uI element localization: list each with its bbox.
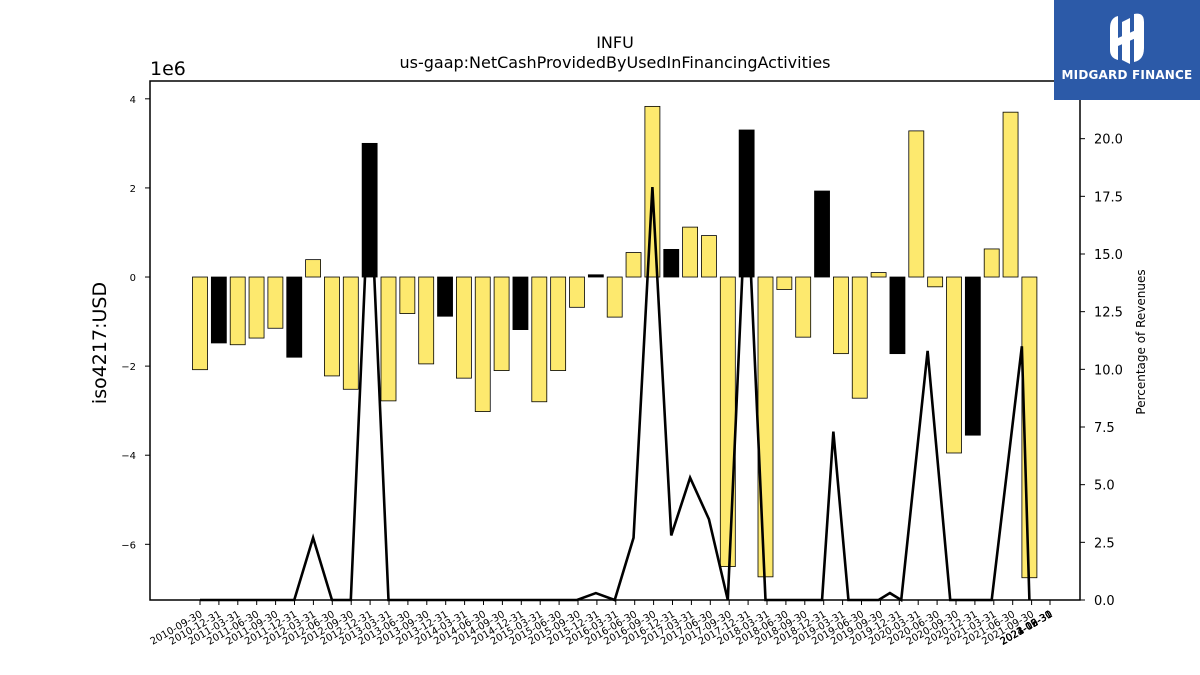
y2-tick-label: 20.0 <box>1094 133 1123 148</box>
bar-2013-03-31 <box>380 276 397 402</box>
bar-2015-06-30 <box>550 276 567 371</box>
y2-tick-label: 2.5 <box>1094 536 1115 551</box>
bar-2017-09-30 <box>719 276 736 567</box>
bar-2018-06-30 <box>776 276 793 290</box>
y2-tick-label: 10.0 <box>1094 363 1123 378</box>
bar-2018-03-31 <box>757 276 774 578</box>
bar-2011-03-31 <box>229 276 246 346</box>
bar-2014-12-31 <box>512 276 529 330</box>
y-tick-label: −4 <box>121 451 136 462</box>
bar-2012-03-31 <box>305 259 322 278</box>
bar-2019-06-30 <box>851 276 868 399</box>
bar-2014-06-30 <box>474 276 491 412</box>
y-tick-label: −6 <box>121 540 136 551</box>
percentage-line <box>200 170 1031 603</box>
bar-2016-03-31 <box>606 276 623 318</box>
bar-2020-06-30 <box>927 276 944 288</box>
y2-tick-label: 17.5 <box>1094 190 1123 205</box>
bar-2012-09-30 <box>342 276 359 390</box>
plot-frame <box>149 80 1081 601</box>
bar-2016-12-31 <box>663 248 680 278</box>
bar-2012-12-31 <box>361 142 378 278</box>
bar-2013-12-31 <box>437 276 453 317</box>
bar-2014-03-31 <box>455 276 472 379</box>
y-tick-label: 4 <box>130 95 136 106</box>
brand-logo: MIDGARD FINANCE <box>1054 0 1200 100</box>
bar-2010-12-31 <box>210 276 227 344</box>
y2-tick-label: 5.0 <box>1094 479 1115 494</box>
bar-2016-06-30 <box>625 252 642 278</box>
y2-tick-label: 0.0 <box>1094 594 1115 609</box>
y2-tick-label: 15.0 <box>1094 248 1123 263</box>
brand-name: MIDGARD FINANCE <box>1061 68 1193 82</box>
bar-2018-09-30 <box>795 276 812 338</box>
y-offset-label: 1e6 <box>150 58 186 80</box>
bar-2021-03-31 <box>983 248 1000 278</box>
bar-2019-12-31 <box>889 276 906 355</box>
y-tick-label: 0 <box>130 273 136 284</box>
y-tick-label: −2 <box>121 362 136 373</box>
brand-logo-icon <box>1110 13 1144 64</box>
bar-2017-06-30 <box>701 235 717 278</box>
bar-2019-03-31 <box>833 276 849 355</box>
bar-2011-09-30 <box>267 276 284 329</box>
chart-subtitle: us-gaap:NetCashProvidedByUsedInFinancing… <box>399 53 830 72</box>
bar-2020-12-31 <box>964 276 981 436</box>
y-tick-label: 2 <box>130 184 136 195</box>
bar-2015-09-30 <box>569 276 585 308</box>
y2-tick-label: 7.5 <box>1094 421 1115 436</box>
bar-2019-09-30 <box>870 272 887 278</box>
bar-2020-03-31 <box>908 130 925 278</box>
line-layer <box>200 170 1031 603</box>
y2-tick-label: 12.5 <box>1094 306 1123 321</box>
bar-2013-09-30 <box>418 276 435 365</box>
bar-2011-06-30 <box>248 276 265 339</box>
bar-2012-06-30 <box>324 276 340 377</box>
bar-2018-12-31 <box>814 190 830 278</box>
axes-layer: −6 −4 −2 0 2 4 0.0 2.5 5.0 7.5 10.0 12.5 15.0 17.5 20.… <box>121 80 1123 648</box>
chart-title: INFU <box>596 33 634 52</box>
bar-2014-09-30 <box>493 276 510 371</box>
bar-2011-12-31 <box>286 276 303 358</box>
y-axis-label: iso4217:USD <box>89 282 111 404</box>
bar-2017-03-31 <box>682 226 698 278</box>
bar-2015-03-31 <box>531 276 548 403</box>
y2-axis-label: Percentage of Revenues <box>1134 269 1148 414</box>
bar-2010-09-30 <box>192 276 208 371</box>
bar-2015-12-31 <box>587 274 604 278</box>
bar-2020-09-30 <box>946 276 962 454</box>
bar-2021-06-30 <box>1002 111 1019 278</box>
bar-2013-06-30 <box>399 276 416 314</box>
